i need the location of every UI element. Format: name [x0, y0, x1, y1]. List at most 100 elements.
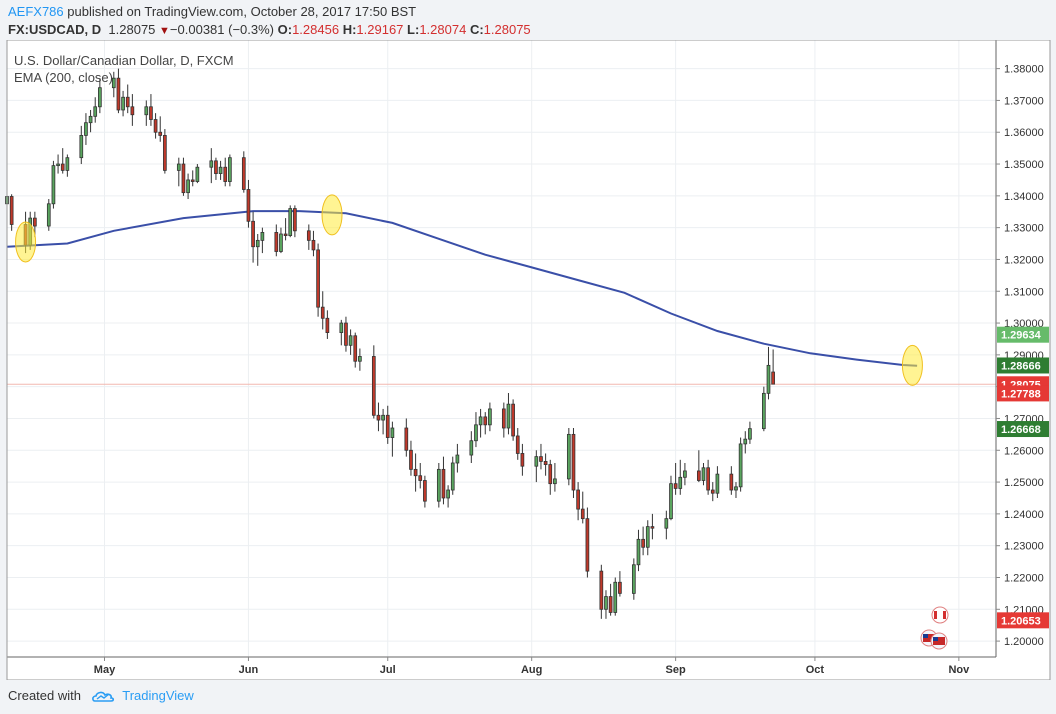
canada-flag-icon[interactable] [931, 606, 949, 624]
candle-body [246, 189, 251, 222]
candle [478, 408, 483, 438]
candle [218, 160, 223, 180]
published-text: published on TradingView.com, October 28… [67, 4, 417, 19]
candle [149, 94, 153, 126]
flag-stripes [923, 634, 935, 642]
candle-body [604, 596, 608, 610]
chart-background [7, 40, 1050, 680]
candle-body [288, 208, 293, 236]
candle [506, 393, 511, 435]
candle [344, 316, 348, 352]
candle [539, 443, 543, 470]
candle-body [669, 483, 673, 520]
candle [441, 456, 446, 505]
y-tick-label: 1.22000 [1004, 572, 1044, 584]
candle [385, 405, 390, 444]
candle-body [190, 179, 195, 182]
candle-body [483, 416, 488, 426]
tradingview-brand-link[interactable]: TradingView [122, 688, 194, 703]
candle [283, 218, 288, 241]
candle-body [580, 508, 585, 520]
candle-body [130, 106, 135, 116]
publish-info: AEFX786 published on TradingView.com, Oc… [8, 4, 416, 19]
candle-body [348, 335, 353, 346]
event-markers[interactable] [920, 606, 949, 650]
candle [543, 453, 548, 476]
price-label: 1.28666 [1001, 360, 1041, 372]
chart-legend-indicator[interactable]: EMA (200, close) [14, 70, 113, 85]
candle [260, 227, 265, 254]
candle-body [255, 239, 260, 248]
candle-body [409, 449, 413, 470]
candle-body [599, 570, 604, 610]
candle [771, 349, 775, 385]
candle-body [701, 467, 706, 481]
candle-body [576, 489, 580, 510]
candle-body [144, 106, 149, 116]
candle [214, 157, 218, 180]
y-tick-label: 1.20000 [1004, 636, 1044, 648]
candle-body [98, 87, 102, 108]
candle [316, 243, 320, 317]
y-tick-label: 1.37000 [1004, 95, 1044, 107]
candle-body [241, 157, 246, 190]
candle [710, 482, 715, 502]
candle-body [441, 468, 446, 499]
flag-canton [923, 634, 928, 638]
candle-body [223, 166, 228, 182]
candle [111, 71, 116, 98]
candle [293, 205, 297, 238]
candle [130, 94, 135, 126]
candle-body [390, 427, 395, 438]
y-tick-label: 1.24000 [1004, 509, 1044, 521]
candle-body [645, 526, 650, 548]
highlight-layer [15, 194, 923, 386]
y-tick-label: 1.32000 [1004, 254, 1044, 266]
candle-body [111, 77, 116, 89]
candle [520, 443, 525, 476]
candlestick-chart[interactable]: 1.38000 1.37000 1.36000 1.35000 1.34000 1.330… [0, 40, 1056, 680]
candle-body [376, 414, 381, 421]
candle [144, 100, 149, 126]
author-link[interactable]: AEFX786 [8, 4, 64, 19]
candle [423, 475, 427, 508]
tradingview-cloud-icon[interactable] [91, 689, 115, 703]
candle-body [195, 166, 200, 182]
price-label: 1.29634 [1001, 330, 1042, 342]
candle-body [543, 461, 548, 465]
x-tick-label: Oct [806, 664, 825, 676]
candle [153, 113, 158, 139]
candle [664, 510, 669, 540]
time-axis[interactable]: May Jun Jul Aug Sep Oct Nov [94, 657, 970, 676]
candle [650, 513, 655, 540]
candle-body [678, 476, 683, 489]
candle [163, 129, 167, 174]
highlight-circle [901, 344, 923, 386]
candle [325, 310, 330, 339]
candle-body [636, 538, 641, 566]
candle-body [413, 468, 418, 477]
candle-body [65, 157, 70, 171]
candle [195, 164, 200, 184]
candle [223, 157, 228, 187]
symbol-label[interactable]: FX:USDCAD, D [8, 22, 102, 37]
low-value: 1.28074 [419, 22, 467, 37]
axes-layer [6, 40, 1051, 680]
candle [279, 227, 283, 254]
candle-body [209, 160, 214, 168]
flag-canton [933, 637, 938, 641]
candle [348, 329, 353, 355]
us-flag-icon[interactable] [930, 632, 948, 650]
candle [636, 529, 641, 572]
candle [683, 462, 687, 486]
low-label: L: [407, 22, 420, 37]
candle-body [339, 322, 344, 333]
candle [98, 78, 102, 114]
candle-body [60, 163, 65, 171]
last-price: 1.28075 [108, 22, 156, 37]
candle [743, 431, 748, 454]
candle-body [46, 203, 51, 227]
candles-layer [5, 68, 775, 619]
candle-body [664, 518, 669, 529]
candle [641, 526, 645, 556]
